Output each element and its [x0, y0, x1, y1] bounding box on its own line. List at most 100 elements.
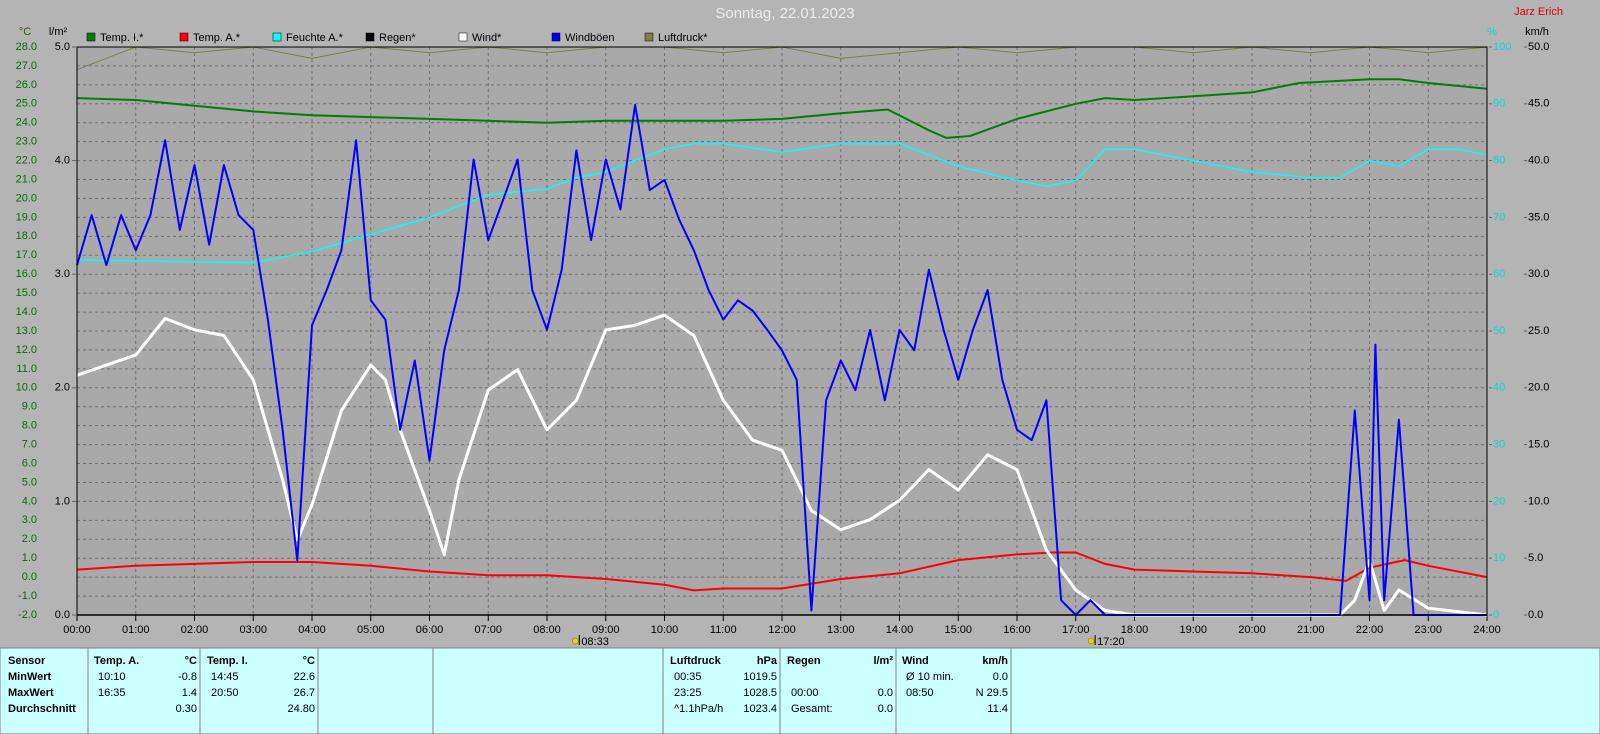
x-tick-label: 07:00 [474, 624, 502, 636]
stat-value: 24.80 [287, 703, 315, 715]
annotation-label: 17:20 [1097, 636, 1125, 648]
y4-tick-label: 0.0 [1528, 609, 1543, 621]
group-name: Wind [902, 655, 929, 667]
y2-tick-label: 4.0 [55, 155, 70, 167]
y-tick-label: -2.0 [18, 609, 37, 621]
row-label: MinWert [8, 671, 52, 683]
stat-value: 1028.5 [743, 687, 777, 699]
chart-title: Sonntag, 22.01.2023 [715, 5, 854, 22]
y-tick-label: 10.0 [16, 382, 37, 394]
row-label: Durchschnitt [8, 703, 76, 715]
y-tick-label: 11.0 [16, 363, 37, 375]
stat-time: 08:50 [906, 687, 934, 699]
author: Jarz Erich [1514, 6, 1563, 18]
stat-time: ^1.1hPa/h [674, 703, 723, 715]
x-tick-label: 06:00 [416, 624, 444, 636]
y4-axis-unit: km/h [1525, 26, 1549, 38]
x-tick-label: 16:00 [1003, 624, 1031, 636]
y-tick-label: 18.0 [16, 230, 37, 242]
y-tick-label: 17.0 [16, 249, 37, 261]
stat-time: 10:10 [98, 671, 126, 683]
stat-value: -0.8 [178, 671, 197, 683]
annotation-label: 08:33 [581, 636, 609, 648]
y-axis-unit: °C [19, 26, 31, 38]
y3-tick-label: 70 [1493, 211, 1505, 223]
legend-swatch [551, 32, 561, 42]
x-tick-label: 24:00 [1473, 624, 1501, 636]
group-unit: l/m² [873, 655, 893, 667]
y3-tick-label: 10 [1493, 552, 1505, 564]
legend-label: Wind* [472, 32, 502, 44]
group-unit: °C [303, 655, 315, 667]
y3-tick-label: 40 [1493, 382, 1505, 394]
stat-time: 00:00 [791, 687, 819, 699]
stat-value: 1.4 [182, 687, 197, 699]
stat-time: 14:45 [211, 671, 239, 683]
y-tick-label: 2.0 [22, 533, 37, 545]
y3-tick-label: 30 [1493, 439, 1505, 451]
y2-axis-unit: l/m² [49, 26, 68, 38]
y-tick-label: 19.0 [16, 211, 37, 223]
legend-label: Temp. A.* [193, 32, 241, 44]
y4-tick-label: 45.0 [1528, 98, 1549, 110]
y4-tick-label: 40.0 [1528, 155, 1549, 167]
y4-tick-label: 10.0 [1528, 495, 1549, 507]
stat-time: 00:35 [674, 671, 702, 683]
legend-label: Temp. I.* [100, 32, 144, 44]
group-name: Luftdruck [670, 655, 722, 667]
stat-value: 0.0 [878, 703, 893, 715]
annotation-icon [572, 637, 579, 645]
x-tick-label: 23:00 [1414, 624, 1442, 636]
y-tick-label: 22.0 [16, 155, 37, 167]
legend-label: Feuchte A.* [286, 32, 344, 44]
legend-label: Luftdruck* [658, 32, 708, 44]
legend-swatch [86, 32, 96, 42]
x-tick-label: 19:00 [1179, 624, 1207, 636]
stat-value: 0.30 [176, 703, 197, 715]
y-tick-label: -1.0 [18, 590, 37, 602]
y-tick-label: 21.0 [16, 173, 37, 185]
group-name: Temp. I. [207, 655, 248, 667]
y-tick-label: 26.0 [16, 79, 37, 91]
y-tick-label: 23.0 [16, 136, 37, 148]
x-tick-label: 21:00 [1297, 624, 1325, 636]
stats-background [0, 647, 1600, 734]
y-tick-label: 5.0 [22, 476, 37, 488]
legend-swatch [365, 32, 375, 42]
legend-swatch [272, 32, 282, 42]
stat-value: 1023.4 [743, 703, 777, 715]
y-tick-label: 3.0 [22, 514, 37, 526]
series-line [76, 103, 1487, 616]
row-label: Sensor [8, 655, 46, 667]
x-tick-label: 12:00 [768, 624, 796, 636]
y4-tick-label: 35.0 [1528, 211, 1549, 223]
stat-time: 20:50 [211, 687, 239, 699]
annotation-icon [1087, 637, 1095, 645]
x-tick-label: 17:00 [1062, 624, 1090, 636]
series-line [76, 551, 1488, 592]
legend-label: Windböen [565, 32, 615, 44]
y-tick-label: 0.0 [22, 571, 37, 583]
x-tick-label: 03:00 [239, 624, 267, 636]
x-tick-label: 05:00 [357, 624, 385, 636]
y4-tick-label: 15.0 [1528, 439, 1549, 451]
x-tick-label: 10:00 [651, 624, 679, 636]
group-name: Regen [787, 655, 821, 667]
stat-value: 26.7 [294, 687, 315, 699]
x-tick-label: 13:00 [827, 624, 855, 636]
y-tick-label: 28.0 [16, 41, 37, 53]
y-tick-label: 7.0 [22, 439, 37, 451]
y4-tick-label: 5.0 [1528, 552, 1543, 564]
y-tick-label: 25.0 [16, 98, 37, 110]
y3-tick-label: 80 [1493, 155, 1505, 167]
x-tick-label: 14:00 [886, 624, 914, 636]
y3-tick-label: 20 [1493, 495, 1505, 507]
legend-swatch [644, 32, 654, 42]
y3-tick-label: 0 [1493, 609, 1499, 621]
series-line [76, 78, 1488, 139]
y2-tick-label: 3.0 [55, 268, 70, 280]
stat-value: N 29.5 [976, 687, 1008, 699]
y4-tick-label: 30.0 [1528, 268, 1549, 280]
y3-tick-label: 50 [1493, 325, 1505, 337]
